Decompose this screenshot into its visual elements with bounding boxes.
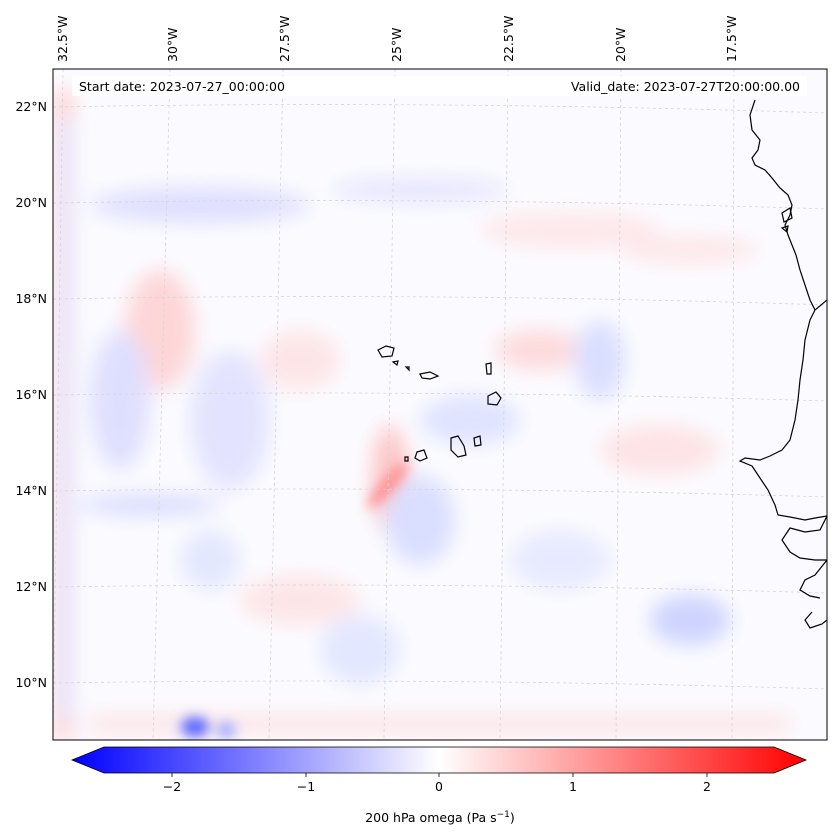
lon-label: 25°W [389,27,404,62]
omega-field [53,90,790,740]
longitude-labels: 32.5°W 30°W 27.5°W 25°W 22.5°W 20°W 17.5… [55,16,739,62]
lat-label: 22°N [15,99,47,114]
lat-label: 14°N [15,483,47,498]
valid-date: Valid_date: 2023-07-27T20:00:00.00 [571,79,800,94]
lat-label: 16°N [15,387,47,402]
colorbar: −2 −1 0 1 2 200 hPa omega (Pa s−1) [70,746,808,825]
lon-label: 32.5°W [55,16,70,62]
lon-label: 20°W [613,27,628,62]
colorbar-tick: −1 [297,779,315,794]
lon-label: 30°W [165,27,180,62]
start-date: Start date: 2023-07-27_00:00:00 [79,79,285,94]
gridlines [53,69,827,740]
info-box [72,76,807,96]
lon-label: 17.5°W [724,16,739,62]
lat-label: 12°N [15,579,47,594]
lat-label: 10°N [15,675,47,690]
coastline [377,99,827,629]
colorbar-tick: 0 [435,779,443,794]
lat-label: 18°N [15,291,47,306]
map-frame [52,68,828,741]
latitude-labels: 22°N 20°N 18°N 16°N 14°N 12°N 10°N [15,99,47,690]
colorbar-tick: −2 [163,779,181,794]
colorbar-tick: 1 [569,779,577,794]
lat-label: 20°N [15,195,47,210]
map-panel: Start date: 2023-07-27_00:00:00 Valid_da… [52,68,828,741]
lon-label: 22.5°W [501,16,516,62]
colorbar-title: 200 hPa omega (Pa s−1) [365,810,515,825]
lon-label: 27.5°W [277,16,292,62]
colorbar-bar [70,746,808,774]
colorbar-tick: 2 [703,779,711,794]
